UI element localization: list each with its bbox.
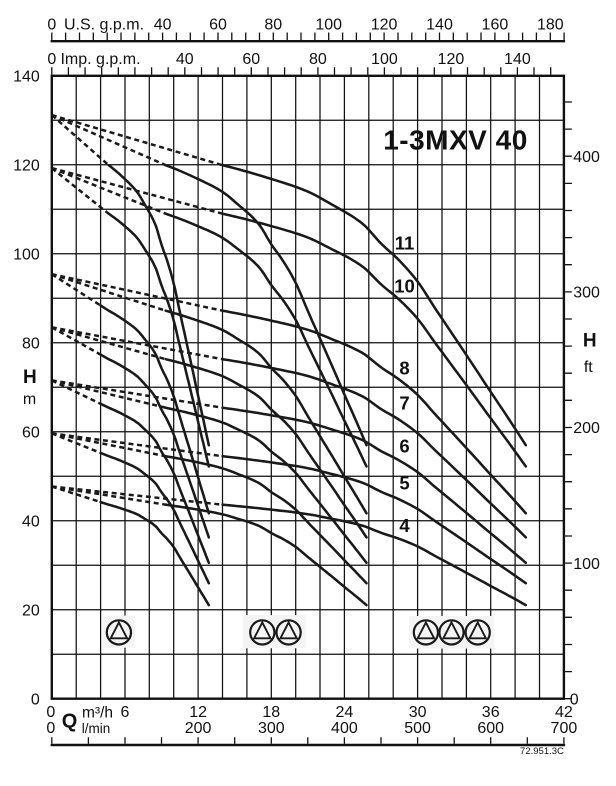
svg-text:6: 6 (121, 704, 130, 721)
svg-text:0: 0 (47, 17, 56, 34)
svg-text:20: 20 (22, 602, 40, 619)
svg-text:ft: ft (584, 359, 593, 376)
svg-text:0: 0 (31, 691, 40, 708)
svg-text:300: 300 (573, 285, 600, 302)
svg-text:700: 700 (551, 720, 578, 737)
svg-text:U.S. g.p.m.: U.S. g.p.m. (64, 17, 144, 34)
svg-text:H: H (583, 331, 597, 352)
svg-text:8: 8 (399, 358, 409, 379)
svg-text:300: 300 (258, 720, 285, 737)
svg-text:200: 200 (573, 420, 600, 437)
svg-text:400: 400 (331, 720, 358, 737)
svg-text:0: 0 (47, 51, 56, 68)
svg-text:100: 100 (573, 556, 600, 573)
svg-text:72.951.3C: 72.951.3C (520, 746, 564, 757)
svg-text:36: 36 (482, 704, 500, 721)
svg-text:Q: Q (62, 711, 78, 733)
svg-text:80: 80 (309, 51, 327, 68)
svg-text:30: 30 (409, 704, 427, 721)
svg-text:4: 4 (399, 515, 410, 536)
svg-text:6: 6 (399, 436, 409, 457)
svg-text:18: 18 (262, 704, 280, 721)
svg-text:m: m (23, 391, 36, 408)
svg-text:40: 40 (176, 51, 194, 68)
svg-text:140: 140 (504, 51, 531, 68)
svg-text:60: 60 (22, 424, 40, 441)
svg-text:100: 100 (13, 247, 40, 264)
svg-text:0: 0 (46, 704, 55, 721)
svg-text:0: 0 (570, 691, 579, 708)
svg-text:400: 400 (573, 149, 600, 166)
svg-text:42: 42 (555, 704, 573, 721)
svg-text:80: 80 (22, 336, 40, 353)
svg-text:H: H (23, 367, 37, 388)
svg-text:80: 80 (264, 17, 282, 34)
svg-text:m³/h: m³/h (82, 705, 113, 722)
svg-text:10: 10 (394, 276, 415, 297)
svg-text:140: 140 (13, 69, 40, 86)
svg-text:600: 600 (477, 720, 504, 737)
svg-text:12: 12 (189, 704, 207, 721)
svg-text:60: 60 (242, 51, 260, 68)
svg-text:0: 0 (46, 720, 55, 737)
svg-text:100: 100 (315, 17, 342, 34)
svg-text:1-3MXV 40: 1-3MXV 40 (383, 125, 528, 156)
svg-text:60: 60 (209, 17, 227, 34)
svg-text:120: 120 (438, 51, 465, 68)
svg-text:40: 40 (22, 513, 40, 530)
svg-text:100: 100 (371, 51, 398, 68)
svg-text:160: 160 (482, 17, 509, 34)
svg-text:Imp. g.p.m.: Imp. g.p.m. (60, 51, 140, 68)
svg-text:140: 140 (426, 17, 453, 34)
svg-text:40: 40 (154, 17, 172, 34)
svg-text:120: 120 (371, 17, 398, 34)
svg-text:180: 180 (537, 17, 564, 34)
svg-text:24: 24 (336, 704, 354, 721)
svg-text:11: 11 (395, 233, 415, 254)
svg-text:5: 5 (399, 472, 409, 493)
svg-text:l/min: l/min (82, 721, 111, 736)
svg-text:500: 500 (404, 720, 431, 737)
svg-text:7: 7 (399, 392, 409, 413)
svg-text:120: 120 (13, 158, 40, 175)
svg-text:200: 200 (185, 720, 212, 737)
